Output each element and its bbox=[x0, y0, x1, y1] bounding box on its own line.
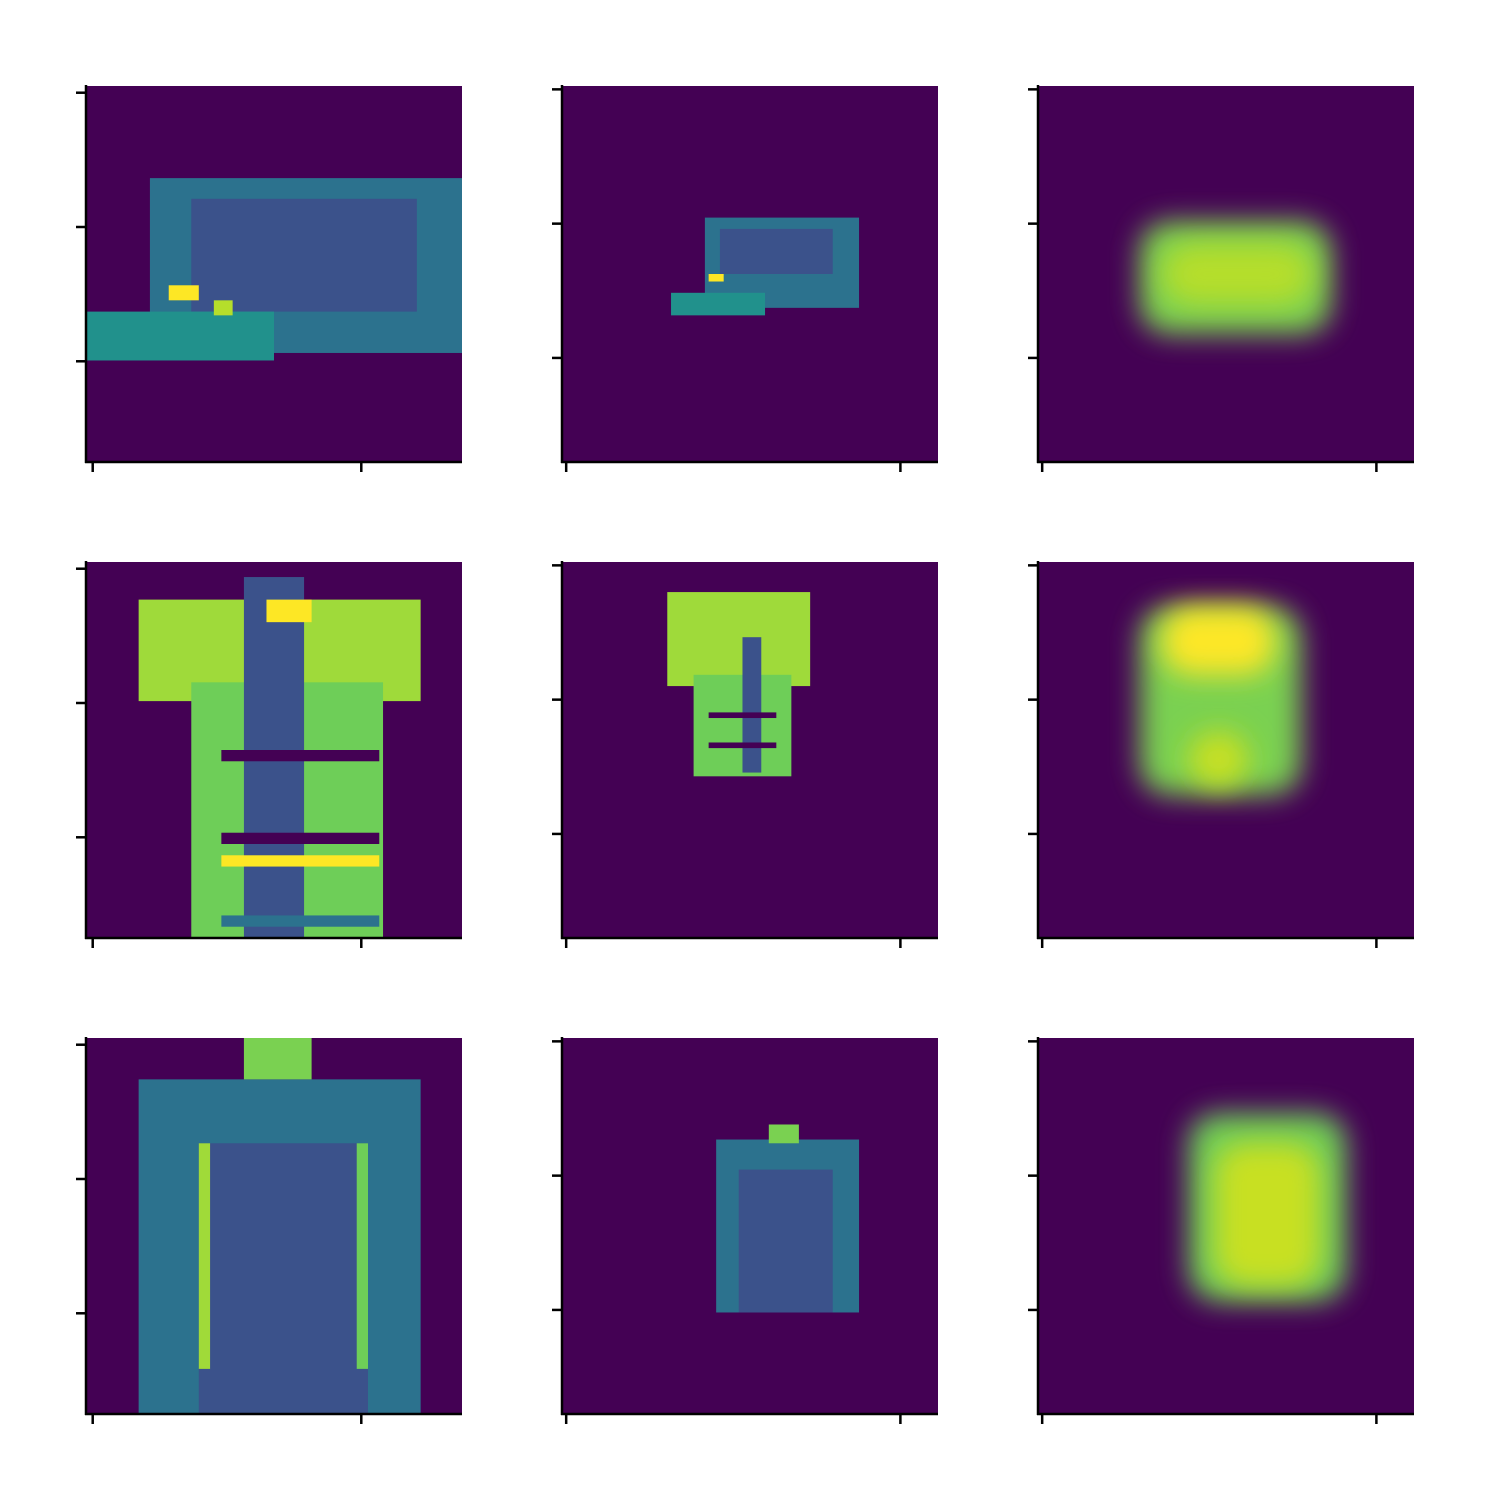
image-content bbox=[1188, 1113, 1347, 1302]
image-region bbox=[1188, 731, 1249, 788]
panel bbox=[76, 85, 463, 472]
image-content bbox=[1139, 221, 1332, 335]
image-region bbox=[708, 274, 724, 282]
image-region bbox=[667, 592, 811, 687]
panel bbox=[1028, 1037, 1414, 1424]
image-region bbox=[1162, 607, 1275, 675]
image-content bbox=[1139, 607, 1302, 796]
panel bbox=[76, 561, 462, 948]
image-region bbox=[708, 742, 777, 749]
image-region bbox=[708, 712, 777, 719]
image-region bbox=[221, 855, 380, 867]
panel bbox=[552, 1037, 938, 1424]
image-content bbox=[138, 1038, 421, 1414]
image-region bbox=[1162, 243, 1313, 305]
image-region bbox=[221, 915, 380, 927]
image-content bbox=[671, 217, 860, 316]
image-region bbox=[86, 311, 274, 361]
panel bbox=[1028, 561, 1414, 948]
image-region bbox=[221, 832, 380, 844]
image-region bbox=[243, 1038, 312, 1080]
image-region bbox=[742, 637, 762, 773]
image-region bbox=[198, 1143, 368, 1414]
image-region bbox=[221, 750, 380, 762]
image-content bbox=[86, 178, 463, 361]
image-region bbox=[719, 228, 833, 274]
image-content bbox=[667, 592, 811, 777]
image-region bbox=[671, 292, 766, 316]
image-region bbox=[198, 1143, 211, 1369]
image-content bbox=[138, 577, 421, 938]
image-content bbox=[716, 1124, 860, 1313]
panel bbox=[1028, 85, 1414, 472]
image-region bbox=[168, 285, 199, 301]
panel bbox=[76, 1037, 462, 1424]
image-region bbox=[213, 300, 233, 316]
panel bbox=[552, 561, 938, 948]
image-region bbox=[266, 599, 312, 623]
image-region bbox=[768, 1124, 799, 1144]
image-region bbox=[1214, 1143, 1320, 1287]
image-region bbox=[356, 1143, 368, 1369]
panel bbox=[552, 85, 938, 472]
image-region bbox=[191, 198, 417, 312]
image-region bbox=[738, 1169, 833, 1313]
